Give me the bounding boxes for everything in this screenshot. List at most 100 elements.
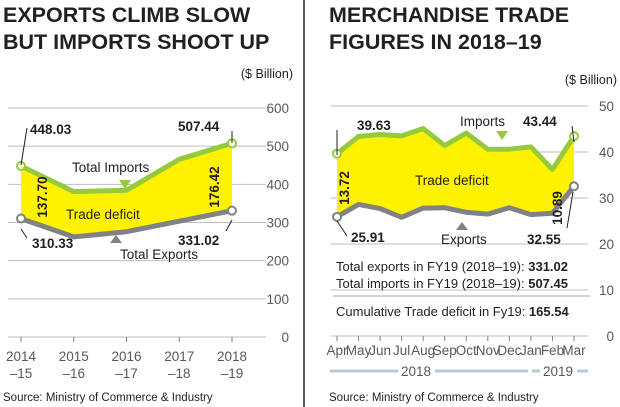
left-exports-first-label: 310.33 (32, 236, 74, 251)
right-y-tick-label: 30 (599, 191, 614, 206)
right-imports-line (335, 126, 577, 172)
right-x-tick-label: Jun (369, 343, 391, 358)
left-imports-line (19, 140, 233, 195)
left-deficit-last-label: 176.42 (207, 166, 222, 207)
right-stat-3: Cumulative Trade deficit in Fy19: 165.54 (336, 304, 569, 319)
right-stat-1-value: 331.02 (528, 259, 568, 274)
left-imports-first-leader (20, 127, 28, 166)
right-stat-2-label: Total imports in FY19 (2018–19): (336, 276, 528, 291)
right-y-tick-label: 40 (599, 145, 614, 160)
right-x-tick-label: Oct (456, 343, 477, 358)
right-source: Source: Ministry of Commerce & Industry (329, 392, 539, 404)
right-exports-point (569, 181, 579, 192)
svg-text:Total imports in FY19 (2018–19: Total imports in FY19 (2018–19): 507.45 (336, 276, 568, 291)
right-exports-first-leader (336, 220, 348, 237)
left-chart: EXPORTS CLIMB SLOW BUT IMPORTS SHOOT UP … (3, 3, 293, 404)
left-imports-first-label: 448.03 (30, 122, 72, 137)
left-exports-first-leader (20, 228, 28, 239)
right-x-tick-label: Sep (433, 343, 457, 358)
right-y-tick-label: 20 (599, 237, 614, 252)
left-y-tick-label: 200 (266, 254, 289, 269)
right-imports-last-label: 43.44 (523, 114, 557, 129)
left-x-tick-label: 2014 (6, 349, 37, 364)
right-x-tick-label: Nov (476, 343, 500, 358)
left-exports-last-leader (225, 219, 233, 232)
left-x-ticks: 2014 –15 2015 –16 2016 –17 2017 –18 2018 –19 (6, 337, 247, 381)
right-x-tick-label: Mar (562, 343, 586, 358)
left-source: Source: Ministry of Commerce & Industry (3, 392, 213, 404)
left-imports-name: Total Imports (72, 160, 150, 175)
left-y-tick-label: 0 (281, 330, 289, 345)
right-y-ticks: 0 10 20 30 40 50 (599, 99, 614, 344)
left-x-tick-label: –17 (115, 366, 138, 381)
right-y-tick-label: 0 (606, 329, 614, 344)
right-x-tick-label: May (346, 343, 372, 358)
right-stat-2-value: 507.45 (528, 276, 568, 291)
right-imports-arrow-icon (496, 131, 508, 140)
svg-text:Cumulative Trade deficit in Fy: Cumulative Trade deficit in Fy19: 165.54 (336, 304, 569, 319)
right-x-tick-label: Feb (541, 343, 564, 358)
left-exports-line (20, 208, 233, 240)
right-x-tick-label: Aug (411, 343, 435, 358)
left-total-exports-point (227, 205, 237, 216)
left-x-tick-label: 2017 (164, 349, 194, 364)
right-exports-first-label: 25.91 (351, 230, 385, 245)
right-x-tick-label: Jan (520, 343, 542, 358)
right-stat-3-label: Cumulative Trade deficit in Fy19: (336, 304, 529, 319)
left-imports-last-label: 507.44 (178, 119, 220, 134)
left-total-exports-point (16, 213, 26, 224)
left-exports-last-label: 331.02 (178, 233, 219, 248)
right-title-line-1: MERCHANDISE TRADE (329, 3, 569, 27)
right-imports-name: Imports (460, 114, 505, 129)
left-x-tick-label: –18 (168, 366, 191, 381)
left-x-tick-label: –15 (10, 366, 33, 381)
right-exports-arrow-icon (456, 222, 468, 230)
right-stat-3-value: 165.54 (529, 304, 570, 319)
right-exports-point (332, 211, 342, 222)
right-imports-last-leader (571, 125, 575, 143)
left-exports-name: Total Exports (120, 247, 198, 262)
right-title-line-2: FIGURES IN 2018–19 (329, 30, 542, 54)
right-year-label-2018: 2018 (401, 364, 431, 379)
right-stat-1: Total exports in FY19 (2018–19): 331.02 (336, 259, 568, 274)
right-y-tick-label: 50 (599, 99, 614, 114)
left-x-tick-label: 2015 (59, 349, 89, 364)
svg-text:Total exports in FY19 (2018–19: Total exports in FY19 (2018–19): 331.02 (336, 259, 568, 274)
left-y-tick-label: 600 (266, 101, 289, 116)
left-title-line-1: EXPORTS CLIMB SLOW (3, 3, 251, 27)
right-exports-line (335, 184, 576, 220)
right-chart: MERCHANDISE TRADE FIGURES IN 2018–19 ($ … (326, 3, 617, 404)
right-unit-label: ($ Billion) (565, 73, 617, 87)
right-exports-name: Exports (441, 232, 487, 247)
right-exports-last-label: 32.55 (527, 232, 561, 247)
right-deficit-first-label: 13.72 (337, 171, 352, 205)
left-title-line-2: BUT IMPORTS SHOOT UP (3, 30, 269, 54)
right-year-label-2019: 2019 (543, 364, 573, 379)
right-x-tick-label: Apr (326, 343, 348, 358)
left-imports-arrow-icon (119, 180, 131, 189)
left-deficit-first-label: 137.70 (35, 176, 50, 217)
right-imports-first-label: 39.63 (357, 118, 391, 133)
right-x-tick-label: Jul (393, 343, 410, 358)
left-y-tick-label: 400 (266, 177, 289, 192)
left-deficit-area (21, 143, 232, 237)
left-unit-label: ($ Billion) (241, 67, 293, 81)
right-y-tick-label: 10 (599, 283, 614, 298)
right-stat-1-label: Total exports in FY19 (2018–19): (336, 259, 528, 274)
left-y-tick-label: 100 (266, 292, 289, 307)
right-deficit-label: Trade deficit (415, 173, 489, 188)
right-x-tick-label: Dec (497, 343, 521, 358)
left-x-tick-label: –16 (62, 366, 85, 381)
right-stat-2: Total imports in FY19 (2018–19): 507.45 (336, 276, 568, 291)
left-y-ticks: 0 100 200 300 400 500 600 (266, 101, 289, 345)
left-x-tick-label: 2018 (217, 349, 247, 364)
left-exports-arrow-icon (110, 235, 122, 243)
left-deficit-label: Trade deficit (66, 207, 140, 222)
left-x-tick-label: –19 (221, 366, 244, 381)
left-y-tick-label: 300 (266, 216, 289, 231)
right-exports-last-leader (566, 191, 574, 229)
left-x-tick-label: 2016 (111, 349, 141, 364)
left-y-tick-label: 500 (266, 139, 289, 154)
